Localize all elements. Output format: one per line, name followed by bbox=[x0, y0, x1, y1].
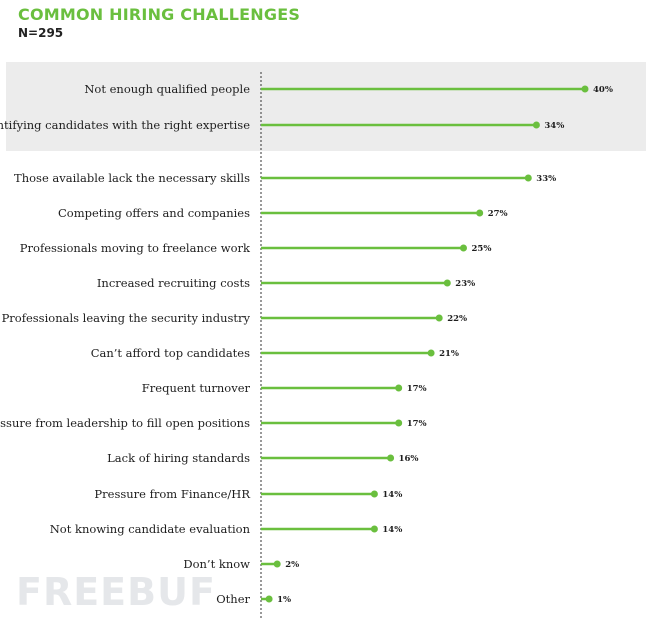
category-label: Frequent turnover bbox=[142, 381, 251, 395]
bar-end-dot bbox=[395, 419, 403, 427]
chart-title: COMMON HIRING CHALLENGES bbox=[18, 5, 301, 24]
value-label: 17% bbox=[407, 419, 427, 429]
value-label: 40% bbox=[593, 85, 613, 95]
value-label: 14% bbox=[382, 525, 402, 535]
bar-end-dot bbox=[443, 279, 451, 287]
value-label: 22% bbox=[447, 314, 467, 324]
bar-end-dot bbox=[532, 121, 540, 129]
value-label: 33% bbox=[536, 174, 556, 184]
category-label: Lack of hiring standards bbox=[107, 451, 250, 465]
bar-end-dot bbox=[435, 314, 443, 322]
category-label: Professionals leaving the security indus… bbox=[2, 311, 251, 325]
category-label: Competing offers and companies bbox=[58, 206, 250, 220]
bar-end-dot bbox=[387, 454, 395, 462]
category-label: Pressure from Finance/HR bbox=[94, 487, 250, 501]
value-label: 16% bbox=[399, 454, 419, 464]
category-label: Not enough qualified people bbox=[84, 82, 250, 96]
category-label: Professionals moving to freelance work bbox=[20, 241, 251, 255]
bar-end-dot bbox=[370, 525, 378, 533]
category-label: Don’t know bbox=[183, 557, 250, 571]
value-label: 21% bbox=[439, 349, 459, 359]
bar-end-dot bbox=[460, 244, 467, 252]
bar-end-dot bbox=[273, 560, 281, 568]
bar-end-dot bbox=[524, 174, 532, 182]
category-label: Those available lack the necessary skill… bbox=[14, 171, 250, 185]
category-label: Not knowing candidate evaluation bbox=[50, 522, 251, 536]
chart-subtitle: N=295 bbox=[18, 26, 64, 40]
value-label: 23% bbox=[455, 279, 475, 289]
category-label: Increased recruiting costs bbox=[97, 276, 250, 290]
value-label: 1% bbox=[277, 595, 291, 605]
bar-end-dot bbox=[476, 209, 484, 217]
category-label: Other bbox=[216, 592, 250, 606]
value-label: 2% bbox=[285, 560, 299, 570]
bar-end-dot bbox=[581, 85, 589, 93]
value-label: 17% bbox=[407, 384, 427, 394]
bar-end-dot bbox=[265, 595, 273, 603]
bar-end-dot bbox=[370, 490, 378, 498]
bar-end-dot bbox=[427, 349, 435, 357]
category-label: Identifying candidates with the right ex… bbox=[0, 118, 250, 132]
highlight-band bbox=[6, 62, 646, 151]
bar-end-dot bbox=[395, 384, 403, 392]
value-label: 25% bbox=[472, 244, 492, 254]
value-label: 27% bbox=[488, 209, 508, 219]
value-label: 14% bbox=[382, 490, 402, 500]
value-label: 34% bbox=[544, 121, 564, 131]
category-label: Can’t afford top candidates bbox=[91, 346, 250, 360]
chart-rows: Not enough qualified people 40% Identifyin… bbox=[0, 82, 613, 606]
category-label: Pressure from leadership to fill open po… bbox=[0, 416, 250, 430]
